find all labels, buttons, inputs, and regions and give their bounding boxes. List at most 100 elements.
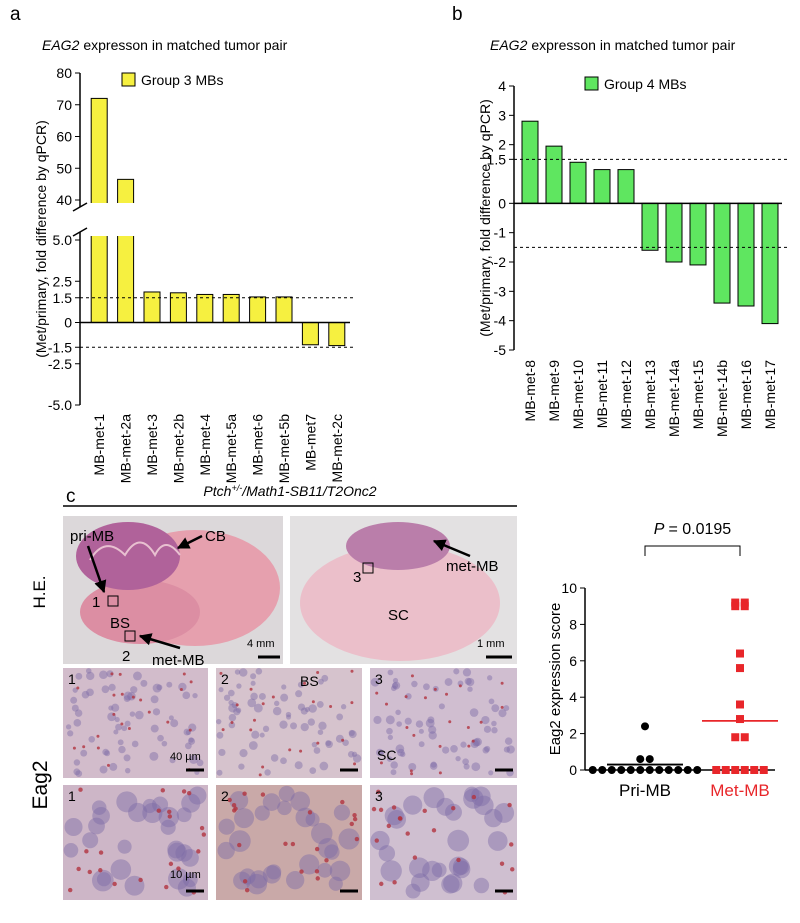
tile bbox=[63, 785, 208, 900]
texture bbox=[438, 771, 442, 775]
texture bbox=[391, 682, 399, 689]
texture bbox=[422, 808, 427, 814]
texture bbox=[102, 748, 109, 756]
texture bbox=[88, 736, 96, 743]
texture bbox=[235, 703, 239, 707]
texture bbox=[503, 746, 510, 753]
texture bbox=[252, 718, 256, 722]
genotype: Ptch+/-/Math1-SB11/T2Onc2 bbox=[203, 483, 376, 499]
x-tick-label: MB-met-5b bbox=[276, 414, 292, 483]
texture bbox=[266, 864, 282, 880]
texture bbox=[352, 812, 357, 818]
tissue bbox=[346, 522, 450, 570]
texture bbox=[498, 709, 507, 718]
y-tick-label: -1.5 bbox=[48, 339, 72, 355]
texture bbox=[462, 668, 472, 677]
texture bbox=[352, 754, 362, 763]
data-point bbox=[683, 766, 692, 774]
texture bbox=[336, 713, 344, 721]
texture bbox=[238, 763, 245, 770]
texture bbox=[160, 788, 165, 793]
texture bbox=[86, 671, 95, 681]
texture bbox=[233, 708, 241, 716]
tissue bbox=[300, 545, 500, 661]
texture bbox=[471, 794, 477, 800]
texture bbox=[183, 728, 191, 736]
texture bbox=[463, 763, 470, 770]
tile-label: 3 bbox=[375, 788, 383, 804]
texture bbox=[188, 737, 194, 743]
texture bbox=[280, 757, 287, 765]
he-image: 3 met-MB SC 1 mm bbox=[290, 516, 517, 664]
texture bbox=[374, 838, 379, 843]
texture bbox=[325, 740, 333, 749]
texture bbox=[236, 683, 242, 689]
texture bbox=[464, 677, 472, 685]
texture bbox=[182, 872, 198, 888]
texture bbox=[392, 681, 401, 690]
texture bbox=[235, 707, 242, 713]
y-tick-label: 0 bbox=[498, 195, 506, 211]
x-tick-label: MB-met-6 bbox=[250, 414, 266, 476]
texture bbox=[189, 680, 193, 684]
texture bbox=[91, 800, 107, 815]
texture bbox=[72, 687, 78, 693]
texture bbox=[188, 728, 192, 732]
texture bbox=[228, 703, 238, 713]
scale-label: 4 mm bbox=[247, 638, 275, 650]
texture bbox=[397, 748, 405, 757]
texture bbox=[395, 744, 405, 754]
texture bbox=[321, 674, 329, 682]
bar bbox=[301, 322, 319, 346]
texture bbox=[488, 770, 494, 776]
texture bbox=[405, 831, 410, 836]
annotation-text: = 0.0195 bbox=[668, 521, 731, 538]
texture bbox=[392, 677, 399, 684]
texture bbox=[110, 672, 114, 676]
texture bbox=[67, 730, 74, 737]
texture bbox=[386, 823, 391, 829]
texture bbox=[314, 869, 320, 874]
texture bbox=[168, 868, 190, 890]
y-tick-label: 6 bbox=[569, 653, 577, 669]
texture bbox=[484, 808, 503, 828]
texture bbox=[385, 715, 395, 725]
texture bbox=[384, 806, 404, 826]
texture bbox=[290, 841, 296, 847]
texture bbox=[131, 740, 139, 748]
texture bbox=[188, 786, 207, 805]
texture bbox=[316, 671, 320, 675]
texture bbox=[150, 695, 159, 704]
texture bbox=[242, 791, 247, 796]
texture bbox=[380, 860, 402, 882]
texture bbox=[450, 744, 458, 753]
texture bbox=[319, 761, 329, 771]
texture bbox=[500, 681, 504, 685]
image-label: met-MB bbox=[152, 652, 205, 669]
texture bbox=[112, 693, 116, 697]
texture bbox=[264, 769, 271, 776]
texture bbox=[379, 881, 384, 887]
texture bbox=[471, 739, 475, 743]
texture bbox=[82, 832, 99, 849]
tissue bbox=[76, 522, 180, 590]
texture bbox=[166, 681, 173, 688]
texture bbox=[474, 795, 494, 816]
texture bbox=[299, 869, 304, 874]
texture bbox=[507, 802, 512, 808]
texture bbox=[307, 718, 315, 726]
texture bbox=[396, 721, 402, 727]
y-tick-label: 4 bbox=[569, 689, 577, 705]
texture bbox=[385, 702, 389, 706]
texture bbox=[255, 668, 263, 675]
texture bbox=[181, 793, 201, 813]
texture bbox=[487, 675, 493, 681]
panel-letter: b bbox=[452, 4, 463, 25]
texture bbox=[482, 746, 490, 754]
texture bbox=[491, 720, 497, 727]
texture bbox=[408, 762, 417, 771]
texture bbox=[370, 677, 380, 687]
tile-label: 2 bbox=[221, 671, 229, 687]
texture bbox=[405, 883, 421, 899]
y-tick-label: 2 bbox=[498, 137, 506, 153]
